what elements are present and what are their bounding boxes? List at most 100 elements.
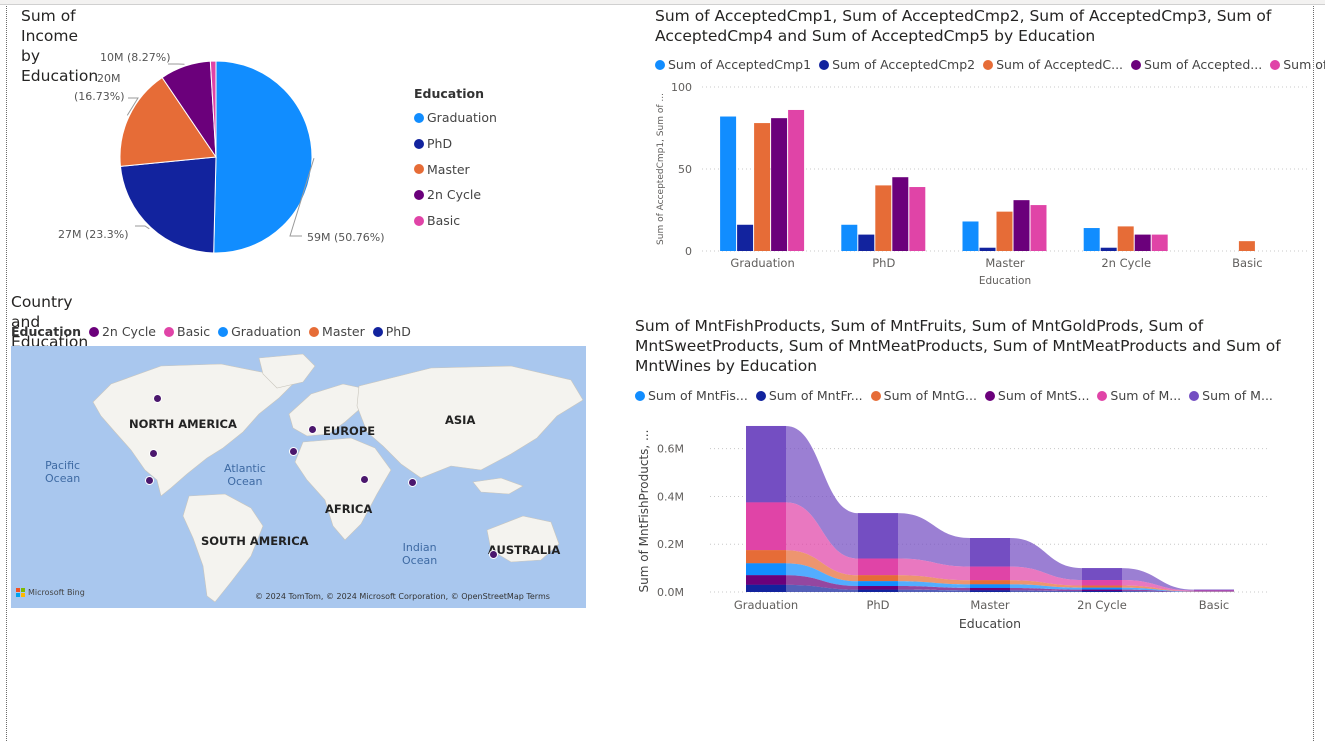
- column-bar[interactable]: [962, 221, 979, 251]
- area-x-tick: PhD: [866, 598, 889, 612]
- area-point-band[interactable]: [746, 563, 786, 576]
- column-bar[interactable]: [1117, 226, 1134, 251]
- map-point[interactable]: [408, 478, 417, 487]
- area-point-band[interactable]: [746, 502, 786, 551]
- map-legend-item[interactable]: 2n Cycle: [88, 324, 156, 339]
- column-legend-item[interactable]: Sum of AcceptedCmp1: [655, 57, 811, 72]
- pie-slice-master[interactable]: [119, 76, 217, 167]
- column-bar[interactable]: [1013, 200, 1030, 251]
- map-legend-label: 2n Cycle: [101, 324, 156, 339]
- land-asia: [356, 365, 584, 479]
- map-point[interactable]: [153, 394, 162, 403]
- column-bar[interactable]: [788, 109, 805, 252]
- map-legend-item[interactable]: Basic: [164, 324, 210, 339]
- area-legend-item[interactable]: Sum of M...: [1097, 388, 1181, 403]
- column-bar[interactable]: [909, 187, 926, 251]
- column-bar[interactable]: [720, 116, 737, 251]
- map-legend-item[interactable]: Master: [309, 324, 365, 339]
- column-bar[interactable]: [1151, 234, 1168, 251]
- area-point-band[interactable]: [746, 575, 786, 585]
- column-legend-item[interactable]: Sum of AcceptedC...: [983, 57, 1123, 72]
- bing-logo-icon: [16, 588, 25, 597]
- legend-dot-icon: [414, 112, 424, 123]
- area-point-band[interactable]: [746, 425, 786, 503]
- area-point-band[interactable]: [858, 513, 898, 559]
- map-point[interactable]: [145, 476, 154, 485]
- column-legend-item[interactable]: Sum of Accepted...: [1131, 57, 1262, 72]
- area-point-band[interactable]: [970, 590, 1010, 592]
- legend-dot-icon: [164, 326, 174, 337]
- column-legend-item[interactable]: Sum of Accept...: [1270, 57, 1325, 72]
- map-legend-item[interactable]: Graduation: [218, 324, 301, 339]
- area-point-band[interactable]: [1082, 580, 1122, 586]
- column-bar[interactable]: [1030, 205, 1047, 251]
- map-point[interactable]: [308, 425, 317, 434]
- area-point-band[interactable]: [1194, 590, 1234, 592]
- column-bar[interactable]: [1100, 247, 1117, 251]
- area-point-band[interactable]: [970, 580, 1010, 585]
- area-point-band[interactable]: [1194, 589, 1234, 591]
- area-point-band[interactable]: [1082, 589, 1122, 592]
- area-legend-item[interactable]: Sum of MntFis...: [635, 388, 748, 403]
- map-legend-label: Graduation: [231, 324, 302, 339]
- area-point-band[interactable]: [746, 584, 786, 592]
- column-bar[interactable]: [771, 118, 788, 251]
- column-bar[interactable]: [737, 224, 754, 251]
- area-point-band[interactable]: [858, 581, 898, 587]
- pie-legend-item[interactable]: Graduation: [414, 105, 497, 131]
- pie-slice-phd[interactable]: [119, 156, 217, 254]
- column-bar[interactable]: [858, 234, 875, 251]
- pie-legend-item[interactable]: Master: [414, 156, 497, 182]
- area-legend-item[interactable]: Sum of MntFr...: [755, 388, 863, 403]
- area-legend-item[interactable]: Sum of MntS...: [984, 388, 1089, 403]
- map-point[interactable]: [360, 475, 369, 484]
- area-chart-legend: Sum of MntFis... Sum of MntFr... Sum of Mn…: [635, 388, 1281, 403]
- world-map[interactable]: NORTH AMERICA EUROPE ASIA AFRICA SOUTH A…: [11, 346, 586, 608]
- column-bar[interactable]: [892, 177, 909, 251]
- area-point-band[interactable]: [970, 587, 1010, 591]
- area-point-band[interactable]: [746, 550, 786, 564]
- area-point-band[interactable]: [858, 586, 898, 590]
- map-legend-item[interactable]: PhD: [372, 324, 411, 339]
- map-title: Country and Education: [11, 293, 89, 351]
- pie-chart[interactable]: 59M (50.76%) 27M (23.3%) 20M (16.73%) 10M (8…: [0, 0, 600, 290]
- area-chart-title: Sum of MntFishProducts, Sum of MntFruits…: [635, 317, 1281, 375]
- area-point-band[interactable]: [1082, 585, 1122, 588]
- area-point-band[interactable]: [970, 584, 1010, 588]
- pie-legend-item[interactable]: Basic: [414, 208, 497, 234]
- pie-slice-basic[interactable]: [209, 60, 217, 158]
- area-point-band[interactable]: [858, 575, 898, 582]
- column-bar[interactable]: [979, 247, 996, 251]
- map-point[interactable]: [289, 447, 298, 456]
- map-point[interactable]: [489, 550, 498, 559]
- column-bar[interactable]: [875, 185, 892, 251]
- area-point-band[interactable]: [970, 566, 1010, 581]
- column-bar[interactable]: [841, 224, 858, 251]
- area-point-band[interactable]: [858, 558, 898, 576]
- area-point-band[interactable]: [1082, 568, 1122, 581]
- pie-legend-item[interactable]: 2n Cycle: [414, 182, 497, 208]
- area-chart[interactable]: 0.0M 0.2M 0.4M 0.6M Graduation PhD Master 2n Cy…: [630, 400, 1310, 640]
- area-point-band[interactable]: [1082, 591, 1122, 592]
- area-legend-item[interactable]: Sum of MntG...: [870, 388, 977, 403]
- land-indonesia: [472, 477, 524, 495]
- pie-slice-graduation[interactable]: [213, 60, 313, 254]
- pie-legend-item[interactable]: PhD: [414, 131, 497, 157]
- column-chart[interactable]: 0 50 100 Graduation PhD Master 2n Cycle Basic Ed…: [640, 72, 1320, 292]
- area-point-band[interactable]: [1082, 587, 1122, 590]
- column-bar[interactable]: [1238, 241, 1255, 251]
- map-point[interactable]: [149, 449, 158, 458]
- area-point-band[interactable]: [970, 538, 1010, 567]
- column-bar[interactable]: [1134, 234, 1151, 251]
- area-legend-item[interactable]: Sum of M...: [1189, 388, 1273, 403]
- legend-dot-icon: [414, 189, 424, 200]
- area-point-band[interactable]: [858, 589, 898, 592]
- column-legend-item[interactable]: Sum of AcceptedCmp2: [819, 57, 975, 72]
- column-bar[interactable]: [996, 211, 1013, 251]
- column-bar[interactable]: [1083, 228, 1100, 251]
- map-legend-label: PhD: [385, 324, 411, 339]
- legend-dot-icon: [372, 326, 383, 337]
- map-attribution[interactable]: © 2024 TomTom, © 2024 Microsoft Corporat…: [255, 592, 550, 601]
- map-label-pacific: Pacific Ocean: [45, 459, 81, 485]
- column-bar[interactable]: [754, 123, 771, 251]
